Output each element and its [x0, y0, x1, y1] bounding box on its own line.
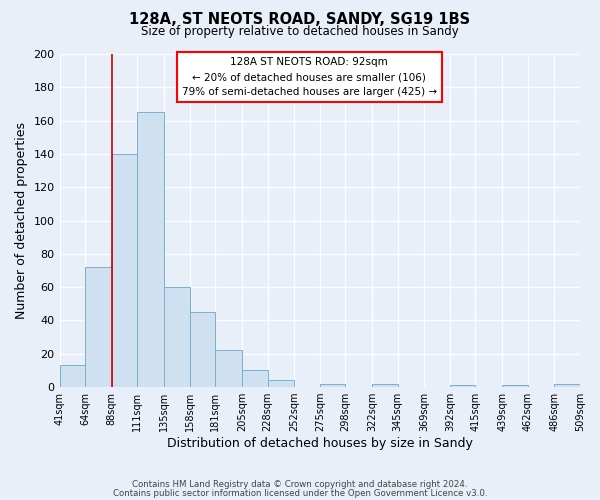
X-axis label: Distribution of detached houses by size in Sandy: Distribution of detached houses by size … [167, 437, 473, 450]
Bar [190, 312, 215, 387]
Text: 128A ST NEOTS ROAD: 92sqm
← 20% of detached houses are smaller (106)
79% of semi: 128A ST NEOTS ROAD: 92sqm ← 20% of detac… [182, 58, 437, 97]
Bar [450, 386, 475, 387]
Text: 128A, ST NEOTS ROAD, SANDY, SG19 1BS: 128A, ST NEOTS ROAD, SANDY, SG19 1BS [130, 12, 470, 28]
Bar [215, 350, 242, 387]
Bar [502, 386, 528, 387]
Bar [59, 366, 85, 387]
Bar [112, 154, 137, 387]
Text: Contains public sector information licensed under the Open Government Licence v3: Contains public sector information licen… [113, 489, 487, 498]
Text: Size of property relative to detached houses in Sandy: Size of property relative to detached ho… [141, 25, 459, 38]
Bar [137, 112, 164, 387]
Text: Contains HM Land Registry data © Crown copyright and database right 2024.: Contains HM Land Registry data © Crown c… [132, 480, 468, 489]
Bar [242, 370, 268, 387]
Bar [164, 287, 190, 387]
Bar [85, 267, 112, 387]
Y-axis label: Number of detached properties: Number of detached properties [15, 122, 28, 319]
Bar [372, 384, 398, 387]
Bar [320, 384, 346, 387]
Bar [268, 380, 294, 387]
Bar [554, 384, 580, 387]
